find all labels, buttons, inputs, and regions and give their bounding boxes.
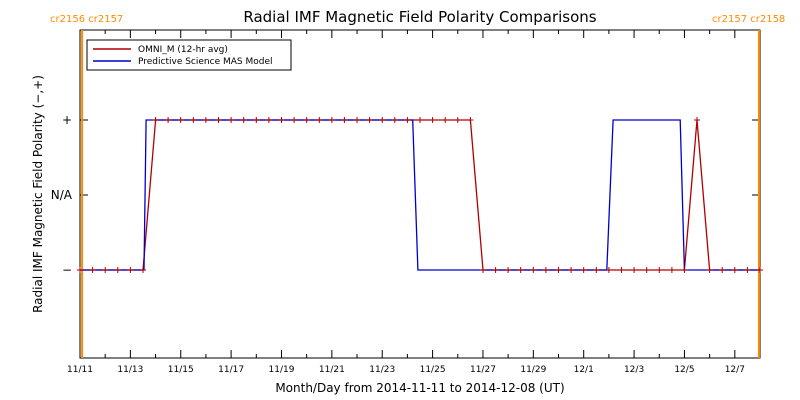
series-omni [80, 119, 760, 271]
omni-point [605, 267, 612, 273]
x-tick-label: 12/7 [725, 365, 745, 375]
omni-point [618, 267, 625, 273]
omni-point [417, 117, 423, 123]
y-axis-label: Radial IMF Magnetic Field Polarity (−,+) [31, 75, 45, 313]
omni-point [593, 267, 600, 273]
omni-point [240, 117, 247, 123]
omni-point [278, 117, 285, 123]
x-tick-label: 11/13 [117, 365, 143, 375]
omni-point [391, 117, 398, 123]
x-tick-label: 11/17 [218, 365, 244, 375]
x-axis-label: Month/Day from 2014-11-11 to 2014-12-08 … [275, 381, 564, 395]
omni-point [706, 267, 713, 273]
omni-point [265, 117, 272, 123]
carrington-label-left: cr2156 cr2157 [50, 14, 123, 25]
omni-point [731, 267, 738, 273]
carrington-markers [81, 30, 760, 358]
x-ticks: 11/11 11/13 11/15 11/17 11/19 11/21 11/23 11/25… [67, 30, 761, 375]
omni-point [681, 267, 688, 273]
omni-point [165, 117, 172, 123]
omni-point [328, 117, 335, 123]
omni-point [215, 117, 222, 123]
legend: OMNI_M (12-hr avg) Predictive Science MA… [86, 39, 292, 71]
omni-point [429, 117, 436, 123]
y-tick-label: N/A [51, 188, 73, 202]
omni-point [643, 267, 650, 273]
omni-point [505, 267, 512, 273]
omni-point [202, 117, 209, 123]
omni-point [757, 267, 763, 273]
omni-point [253, 117, 260, 123]
x-tick-label: 11/15 [168, 365, 194, 375]
omni-point [530, 267, 537, 273]
x-tick-label: 12/1 [574, 365, 594, 375]
legend-label-model: Predictive Science MAS Model [138, 57, 273, 67]
omni-point [480, 267, 486, 273]
omni-point [467, 117, 474, 123]
omni-point [492, 267, 499, 273]
chart-title: Radial IMF Magnetic Field Polarity Compa… [243, 8, 596, 26]
omni-point [77, 267, 83, 273]
x-tick-label: 11/21 [319, 365, 345, 375]
omni-markers [77, 117, 763, 273]
omni-point [580, 267, 587, 273]
omni-point [517, 267, 524, 273]
model-line [80, 119, 760, 271]
series-model [80, 119, 760, 271]
x-tick-label: 11/11 [67, 365, 93, 375]
omni-point [89, 267, 96, 273]
omni-point [291, 117, 298, 123]
omni-point [177, 117, 184, 123]
omni-point [354, 117, 360, 123]
omni-point [140, 267, 146, 273]
plot-frame [79, 29, 761, 359]
omni-point [404, 117, 411, 123]
x-tick-label: 11/23 [369, 365, 395, 375]
omni-point [694, 117, 700, 123]
x-tick-label: 11/27 [470, 365, 496, 375]
omni-point [366, 117, 373, 123]
omni-point [568, 267, 575, 273]
omni-point [341, 117, 348, 123]
omni-point [656, 267, 663, 273]
x-tick-label: 11/29 [520, 365, 546, 375]
omni-point [379, 117, 386, 123]
x-tick-label: 11/19 [269, 365, 295, 375]
x-tick-label: 11/25 [420, 365, 446, 375]
y-tick-label: − [62, 263, 72, 277]
x-tick-label: 12/3 [624, 365, 644, 375]
omni-point [668, 267, 675, 273]
omni-point [542, 267, 549, 273]
omni-point [719, 267, 726, 273]
omni-point [454, 117, 461, 123]
omni-point [303, 117, 310, 123]
legend-label-omni: OMNI_M (12-hr avg) [138, 45, 228, 55]
omni-point [744, 267, 751, 273]
omni-point [555, 267, 562, 273]
y-ticks: + N/A − [51, 113, 760, 277]
legend-box [86, 39, 292, 71]
omni-point [102, 267, 109, 273]
omni-line [80, 119, 760, 271]
omni-point [228, 117, 235, 123]
omni-point [190, 117, 197, 123]
omni-point [127, 267, 134, 273]
omni-point [316, 117, 323, 123]
omni-point [631, 267, 638, 273]
omni-point [442, 117, 449, 123]
omni-point [114, 267, 121, 273]
carrington-label-right: cr2157 cr2158 [712, 14, 785, 25]
y-tick-label: + [62, 113, 72, 127]
x-tick-label: 12/5 [674, 365, 694, 375]
omni-point [152, 117, 159, 123]
